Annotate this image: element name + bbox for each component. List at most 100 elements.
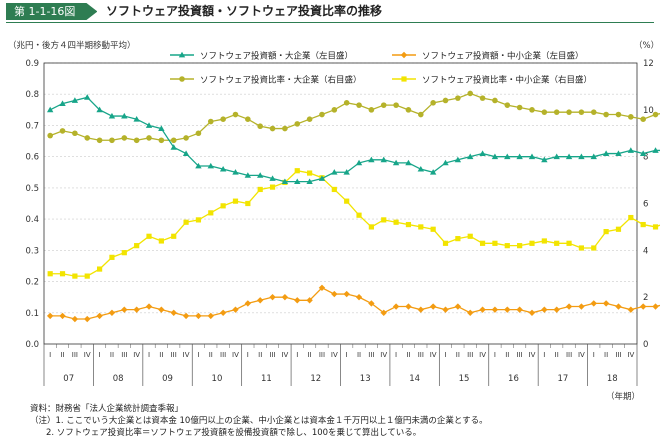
data-point [108,309,116,316]
year-tick-label: 12 [310,374,321,384]
data-point [307,170,313,176]
data-point [343,290,350,298]
data-point [467,309,474,316]
quarter-tick-label: IV [183,351,190,359]
data-point [541,109,548,115]
data-point [516,306,523,313]
data-point [400,51,408,59]
data-point [615,303,622,310]
data-point [158,137,165,144]
y-left-tick-label: 0.1 [25,309,39,319]
y-right-axis-label: （%） [634,40,659,51]
data-point [145,303,153,310]
y-right-tick-label: 10 [643,106,654,116]
data-point [652,111,659,118]
data-point [578,245,585,251]
data-point [71,315,79,323]
data-point [429,303,437,310]
data-point [59,100,66,106]
data-point [442,159,449,166]
year-tick-label: 18 [607,374,618,384]
data-point [178,51,186,58]
data-point [121,250,127,256]
data-point [133,116,140,122]
data-point [256,172,264,178]
data-point [257,123,263,130]
quarter-tick-label: II [110,351,114,359]
data-point [269,175,276,181]
data-point [355,159,363,166]
data-point [628,214,634,221]
quarter-tick-label: II [357,351,361,359]
data-point [429,169,437,175]
year-tick-label: 10 [212,374,223,384]
data-point [195,217,202,223]
data-point [603,111,609,118]
data-point [565,303,573,310]
year-tick-label: 16 [508,374,519,384]
quarter-tick-label: IV [627,351,634,359]
data-point [195,162,202,169]
data-point [331,290,338,298]
data-point [232,198,239,204]
data-point [355,293,363,301]
data-point [294,178,301,185]
data-point [504,243,510,249]
data-point [182,312,190,320]
data-point [479,240,486,246]
data-point [393,219,399,225]
y-left-tick-label: 0.0 [25,340,39,350]
data-point [121,112,128,119]
data-point [590,300,597,307]
data-point [46,312,54,320]
data-point [245,116,251,122]
data-point [158,238,164,244]
data-point [380,102,387,108]
data-point [294,121,301,127]
data-point [566,109,572,115]
data-point [640,221,646,228]
data-point [245,200,251,207]
legend-label: ソフトウェア投資額・中小企業（左目盛） [422,51,584,62]
data-point [195,312,202,320]
data-point [639,150,647,156]
data-point [381,217,387,223]
figure-number-badge: 第 1-1-16図 [6,3,98,20]
data-point [392,303,400,310]
data-point [59,312,66,320]
data-point [615,111,622,118]
data-point [392,159,400,166]
data-point [603,229,609,235]
data-point [96,106,103,113]
data-point [170,309,177,316]
data-point [615,226,622,232]
data-point [504,102,511,108]
quarter-tick-label: III [72,351,78,359]
data-point [170,137,177,144]
data-point [183,219,189,225]
data-point [59,128,66,134]
data-point [639,303,647,310]
data-point [219,309,227,316]
figure-title: ソフトウェア投資額・ソフトウェア投資比率の推移 [106,4,383,18]
data-point [380,309,387,316]
quarter-tick-label: IV [133,351,140,359]
quarter-tick-label: I [49,351,51,359]
quarter-tick-label: II [258,351,262,359]
figure-header: 第 1-1-16図 ソフトウェア投資額・ソフトウェア投資比率の推移 [0,0,660,23]
series-0: 0.7 [46,94,660,185]
data-point [269,125,276,132]
series-line [49,92,660,141]
data-point [591,245,597,251]
data-point [133,306,140,313]
data-point [541,306,548,313]
y-left-tick-label: 0.2 [25,278,39,288]
data-point [628,114,634,120]
quarter-tick-label: IV [232,351,239,359]
data-point [467,90,474,97]
data-point [281,293,289,301]
quarter-tick-label: II [308,351,312,359]
data-point [84,135,91,141]
quarter-tick-label: I [346,351,348,359]
data-point [145,122,153,128]
